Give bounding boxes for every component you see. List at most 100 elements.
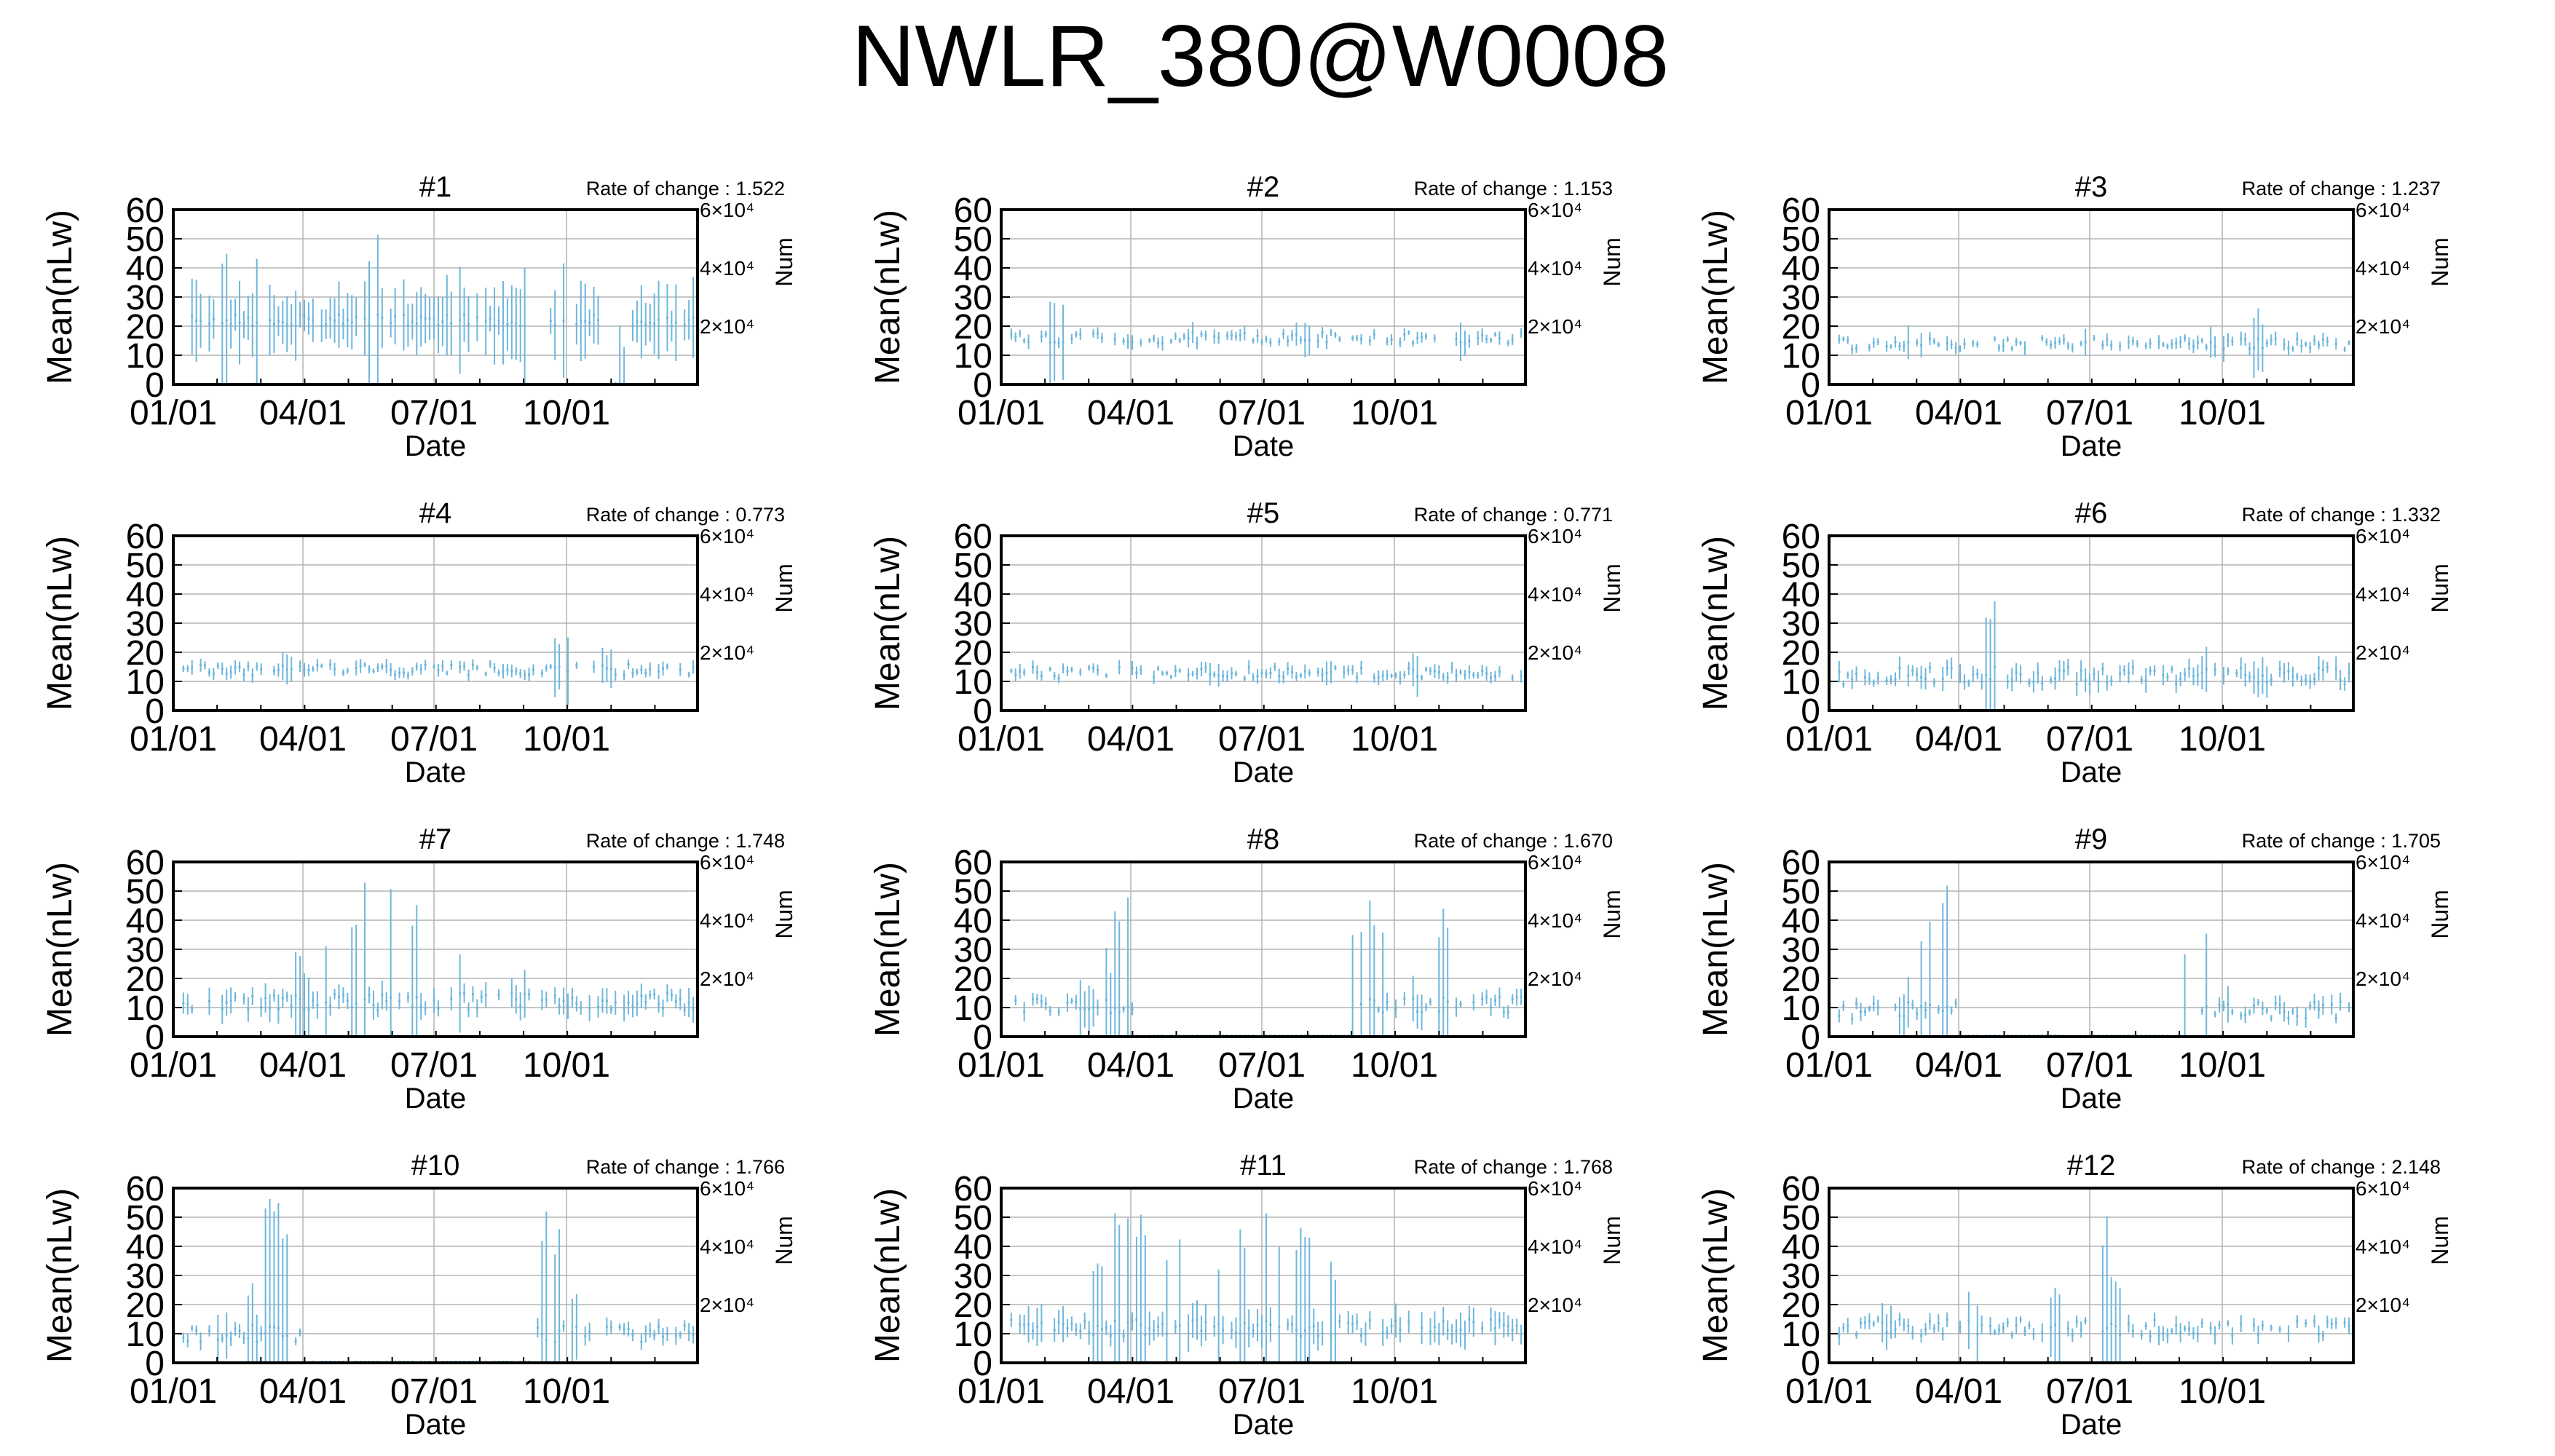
mean-point (208, 1000, 210, 1002)
mean-point (212, 317, 215, 320)
mean-point (1997, 347, 2000, 349)
mean-point (1868, 1320, 1871, 1323)
mean-point (1416, 1010, 1419, 1013)
mean-point (2274, 1002, 2277, 1005)
mean-point (325, 323, 328, 325)
mean-point (519, 324, 522, 327)
mean-point (2019, 1318, 2022, 1321)
mean-point (1394, 674, 1397, 677)
panel-title: #10 (411, 1150, 460, 1182)
mean-point (1855, 673, 1858, 676)
mean-point (1226, 675, 1229, 678)
mean-point (2313, 339, 2316, 341)
y-tick-label: 0 (1801, 692, 1820, 731)
y2-tick-label: 2×10⁴ (700, 641, 754, 664)
mean-point (1468, 670, 1471, 673)
mean-point (2002, 344, 2005, 347)
y2-tick-label: 4×10⁴ (2355, 1235, 2410, 1258)
mean-point (303, 668, 306, 671)
x-tick-label: 10/01 (1351, 394, 1438, 432)
mean-point (653, 1334, 656, 1337)
mean-point (1472, 1001, 1475, 1004)
panel-grid (1829, 862, 2353, 1037)
mean-point (1109, 1012, 1112, 1015)
mean-point (1169, 676, 1172, 678)
mean-point (571, 996, 574, 999)
y-tick-label: 10 (126, 663, 165, 702)
mean-point (2101, 668, 2104, 670)
mean-point (618, 1326, 621, 1329)
mean-point (1062, 667, 1065, 670)
panel-title: #2 (1247, 171, 1280, 203)
y-tick-label: 40 (1782, 902, 1820, 941)
mean-point (623, 1007, 625, 1010)
mean-point (662, 1007, 665, 1010)
mean-point (1247, 1327, 1250, 1330)
mean-point (281, 321, 284, 324)
mean-point (1847, 673, 1849, 676)
mean-point (346, 1000, 349, 1002)
mean-point (1885, 1331, 1888, 1334)
mean-point (437, 323, 440, 326)
mean-point (1097, 332, 1099, 335)
mean-point (463, 992, 466, 994)
mean-point (657, 318, 660, 321)
x-tick-label: 01/01 (130, 1046, 217, 1085)
mean-point (2200, 339, 2203, 342)
x-axis-label: Date (405, 1409, 467, 1441)
mean-point (208, 671, 210, 674)
mean-point (1062, 341, 1065, 344)
panel-grid (1829, 1188, 2353, 1363)
y2-axis-label: Num (771, 563, 797, 613)
mean-point (402, 671, 405, 674)
mean-point (1889, 678, 1892, 681)
mean-point (2231, 340, 2234, 343)
mean-point (1433, 1326, 1436, 1329)
mean-point (2253, 347, 2256, 349)
mean-point (1265, 673, 1268, 676)
mean-point (1412, 997, 1415, 1000)
rate-of-change-prefix: Rate of change : (586, 504, 736, 526)
mean-point (200, 664, 202, 667)
mean-point (2006, 1321, 2009, 1324)
y2-axis-label: Num (1599, 237, 1625, 287)
mean-point (1855, 347, 1858, 350)
mean-point (1032, 665, 1035, 668)
mean-point (1023, 339, 1026, 342)
mean-point (2075, 682, 2078, 685)
mean-point (350, 1005, 353, 1008)
mean-point (1079, 333, 1082, 336)
mean-point (1287, 339, 1290, 342)
rate-of-change-value: 1.748 (735, 830, 785, 852)
mean-point (411, 670, 414, 673)
rate-of-change-value: 1.705 (2391, 830, 2441, 852)
mean-point (2321, 1004, 2324, 1007)
mean-point (1088, 1008, 1091, 1010)
mean-point (1459, 341, 1462, 344)
mean-point (670, 994, 673, 997)
mean-point (631, 324, 634, 327)
y-tick-label: 60 (126, 1170, 165, 1208)
mean-point (1040, 1321, 1043, 1324)
mean-point (1399, 1328, 1402, 1331)
mean-point (195, 1329, 198, 1332)
mean-point (2270, 1326, 2272, 1329)
mean-point (2110, 679, 2113, 682)
y-tick-label: 60 (1782, 191, 1820, 230)
mean-point (2006, 680, 2009, 683)
mean-point (1092, 1334, 1095, 1337)
y-tick-label: 30 (954, 279, 992, 317)
mean-point (2084, 1319, 2087, 1322)
mean-point (2153, 669, 2156, 672)
mean-point (463, 665, 466, 668)
mean-point (1989, 1325, 1992, 1328)
mean-point (502, 321, 505, 324)
mean-point (1520, 675, 1523, 678)
mean-point (532, 668, 535, 671)
mean-point (2175, 682, 2178, 685)
mean-point (1014, 999, 1017, 1002)
y-tick-label: 10 (954, 663, 992, 702)
mean-point (1876, 1006, 1879, 1009)
x-tick-label: 10/01 (2179, 394, 2266, 432)
